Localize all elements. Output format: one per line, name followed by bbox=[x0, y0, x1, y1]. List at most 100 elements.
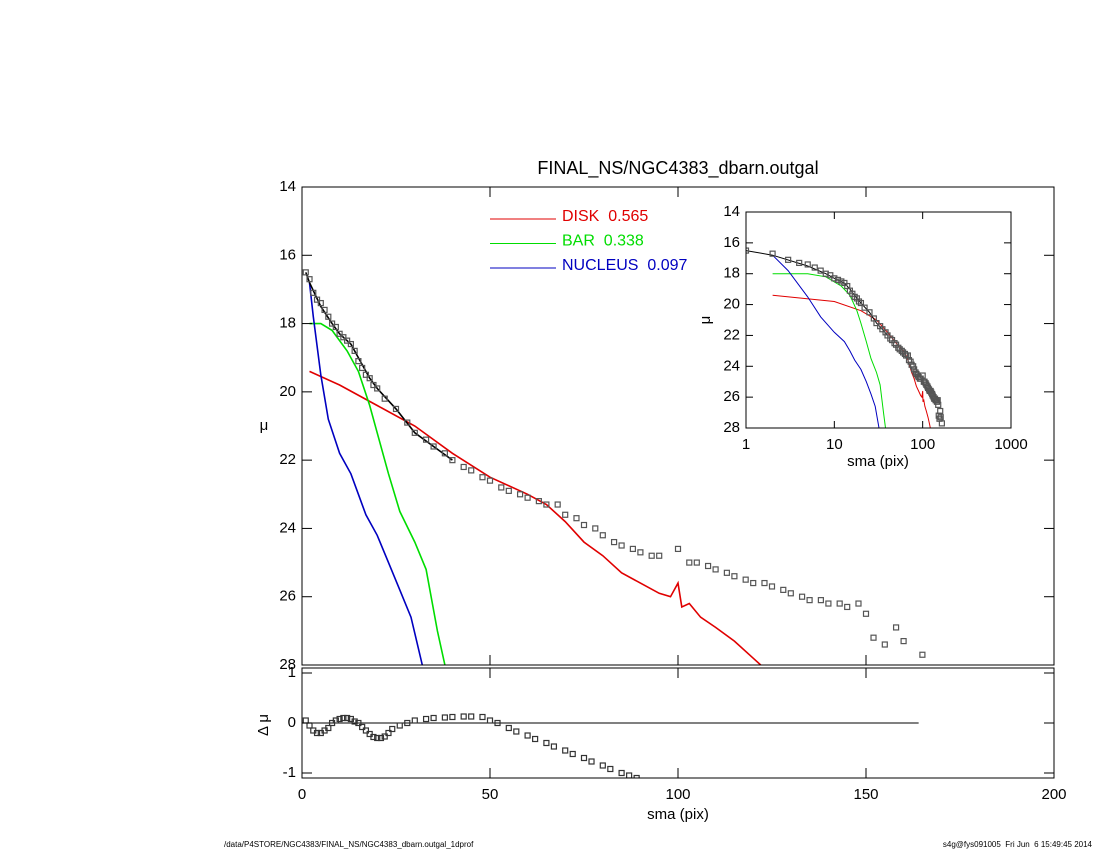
data-point bbox=[411, 717, 418, 724]
data-point bbox=[513, 728, 520, 735]
data-point bbox=[479, 474, 486, 481]
data-point bbox=[580, 521, 588, 529]
x-tick-label: 50 bbox=[482, 786, 499, 803]
data-point bbox=[769, 250, 776, 257]
data-point bbox=[857, 299, 865, 307]
data-point bbox=[861, 304, 868, 311]
data-point bbox=[712, 566, 719, 573]
y-tick-label: 14 bbox=[279, 178, 296, 195]
data-point bbox=[328, 320, 336, 327]
data-point bbox=[494, 719, 501, 727]
data-point bbox=[693, 559, 700, 566]
data-point bbox=[580, 754, 588, 762]
data-point bbox=[562, 747, 569, 754]
y-tick-label: 1 bbox=[288, 664, 296, 681]
data-point bbox=[340, 334, 347, 341]
data-point bbox=[374, 385, 381, 392]
data-point bbox=[887, 335, 894, 342]
data-point bbox=[359, 364, 366, 372]
y-tick-label: 14 bbox=[723, 203, 740, 220]
data-point bbox=[313, 296, 321, 303]
y-tick-label: 28 bbox=[723, 419, 740, 436]
data-point bbox=[550, 743, 558, 750]
data-point bbox=[321, 306, 328, 314]
data-point bbox=[806, 597, 813, 604]
data-point bbox=[811, 264, 818, 271]
data-point bbox=[562, 511, 569, 518]
data-point bbox=[656, 552, 663, 559]
data-point bbox=[359, 723, 366, 731]
data-point bbox=[866, 309, 873, 316]
y-axis-label: μ bbox=[697, 316, 714, 325]
data-point bbox=[449, 713, 456, 721]
data-point bbox=[543, 739, 550, 747]
data-point bbox=[881, 641, 888, 648]
data-point bbox=[686, 559, 693, 566]
data-point bbox=[891, 340, 898, 347]
y-tick-label: 16 bbox=[279, 246, 296, 263]
data-point bbox=[750, 579, 757, 587]
data-point bbox=[422, 715, 430, 723]
data-point bbox=[746, 247, 750, 254]
data-point bbox=[351, 718, 358, 725]
data-point bbox=[787, 590, 794, 597]
data-point bbox=[825, 600, 832, 607]
data-point bbox=[798, 593, 806, 600]
legend-label: BAR 0.338 bbox=[562, 233, 644, 250]
data-point bbox=[836, 600, 843, 607]
data-point bbox=[834, 276, 842, 283]
data-point bbox=[460, 713, 467, 720]
data-point bbox=[449, 457, 456, 464]
profile-line bbox=[305, 272, 453, 461]
data-point bbox=[935, 401, 942, 408]
data-point bbox=[385, 729, 392, 737]
y-tick-label: 24 bbox=[279, 519, 296, 536]
data-point bbox=[626, 772, 633, 778]
data-point bbox=[381, 733, 388, 740]
data-point bbox=[313, 729, 321, 737]
y-tick-label: 24 bbox=[723, 357, 740, 374]
footer-stamp: s4g@fys091005 Fri Jun 6 15:49:45 2014 bbox=[943, 840, 1093, 849]
plot-area bbox=[302, 269, 926, 665]
data-point bbox=[543, 501, 550, 508]
data-point bbox=[422, 436, 430, 443]
data-point bbox=[404, 719, 411, 727]
data-point bbox=[937, 407, 944, 415]
data-point bbox=[362, 371, 370, 378]
y-tick-label: -1 bbox=[283, 764, 296, 781]
x-tick-label: 1000 bbox=[994, 436, 1027, 453]
data-point bbox=[355, 719, 362, 727]
data-point bbox=[460, 463, 467, 471]
data-point bbox=[919, 651, 926, 658]
data-point bbox=[486, 477, 494, 484]
profile-line bbox=[308, 282, 424, 665]
data-point bbox=[870, 634, 877, 641]
data-point bbox=[310, 289, 317, 296]
profile-line bbox=[746, 250, 888, 336]
data-point bbox=[344, 337, 351, 344]
data-point bbox=[900, 637, 907, 645]
data-point bbox=[317, 299, 324, 307]
data-point bbox=[674, 545, 682, 553]
data-point bbox=[573, 515, 580, 522]
data-point bbox=[347, 340, 354, 348]
x-tick-label: 100 bbox=[910, 436, 935, 453]
data-point bbox=[505, 724, 512, 732]
data-point bbox=[396, 722, 403, 729]
y-tick-label: 26 bbox=[723, 388, 740, 405]
data-point bbox=[486, 717, 494, 724]
data-point bbox=[599, 762, 606, 769]
data-point bbox=[516, 491, 524, 498]
data-point bbox=[366, 375, 373, 382]
data-point bbox=[302, 717, 309, 724]
data-point bbox=[817, 597, 824, 604]
data-point bbox=[468, 713, 475, 720]
data-point bbox=[411, 429, 418, 436]
data-point bbox=[505, 487, 512, 494]
data-point bbox=[325, 313, 332, 320]
data-point bbox=[468, 467, 475, 474]
data-point bbox=[392, 405, 400, 413]
y-tick-label: 18 bbox=[279, 315, 296, 332]
data-point bbox=[389, 725, 396, 733]
